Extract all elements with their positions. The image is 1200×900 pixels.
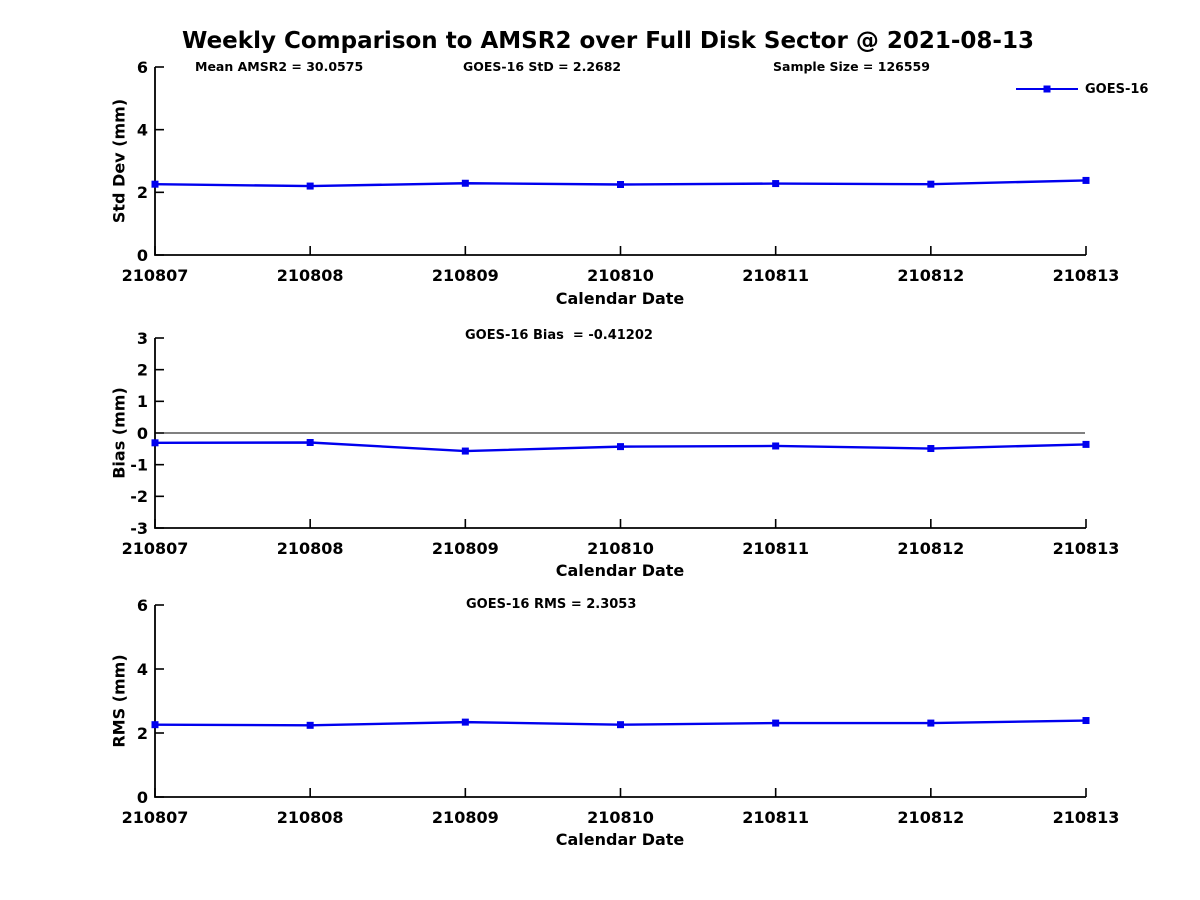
x-tick-label: 210812 [897, 266, 964, 285]
data-point-marker [927, 445, 935, 453]
data-point-marker [461, 179, 469, 187]
stat-sample-size: Sample Size = 126559 [773, 59, 930, 74]
y-tick-label: 2 [137, 360, 148, 379]
data-point-marker [617, 181, 624, 188]
data-point-marker [1082, 176, 1090, 184]
x-tick-label: 210810 [587, 266, 654, 285]
y-tick-label: 1 [137, 392, 148, 411]
axis-spines [154, 605, 1086, 798]
data-point-marker [1082, 717, 1090, 725]
data-point-marker [151, 439, 159, 447]
data-point-marker [617, 443, 624, 451]
x-tick-label: 210813 [1053, 266, 1120, 285]
y-tick-label: -3 [130, 519, 148, 538]
ylabel-rms: RMS (mm) [109, 654, 129, 748]
data-point-marker [772, 442, 780, 450]
x-tick-label: 210807 [122, 266, 189, 285]
data-point-marker [306, 439, 314, 446]
data-point-marker [927, 719, 935, 727]
x-tick-label: 210807 [122, 808, 189, 827]
legend-line-sample [1016, 85, 1078, 93]
xlabel-stddev: Calendar Date [555, 289, 685, 308]
x-tick-label: 210812 [897, 808, 964, 827]
xlabel-bias: Calendar Date [555, 561, 685, 580]
x-tick-label: 210808 [277, 539, 344, 558]
x-tick-label: 210809 [432, 539, 499, 558]
rms-subplot-title: GOES-16 RMS = 2.3053 [466, 597, 637, 612]
data-point-marker [927, 180, 935, 188]
subplot-rms: 0 2 4 6 210807 210808 210809 210810 210811 210812… [122, 596, 1120, 827]
x-tick-label: 210808 [277, 266, 344, 285]
ylabel-bias: Bias (mm) [109, 387, 129, 479]
stat-mean-amsr2: Mean AMSR2 = 30.0575 [195, 59, 364, 74]
x-tick-label: 210811 [742, 266, 809, 285]
y-tick-label: 0 [137, 246, 148, 265]
y-tick-label: 2 [137, 183, 148, 202]
subplot-std: 0 2 4 6 210807 210808 210809 210810 210811 210812… [122, 58, 1120, 285]
data-point-marker [151, 721, 159, 729]
data-point-marker [306, 182, 314, 190]
y-tick-label: 0 [137, 424, 148, 443]
legend-label: GOES-16 [1085, 81, 1149, 97]
y-tick-label: 6 [137, 596, 148, 615]
x-tick-label: 210809 [432, 266, 499, 285]
data-point-marker [151, 180, 159, 188]
x-tick-label: 210810 [587, 808, 654, 827]
data-point-marker [1082, 440, 1090, 448]
y-tick-label: 6 [137, 58, 148, 77]
bias-subplot-title: GOES-16 Bias = -0.41202 [465, 328, 653, 343]
x-tick-label: 210809 [432, 808, 499, 827]
x-tick-label: 210810 [587, 539, 654, 558]
y-tick-label: -1 [130, 455, 148, 474]
y-tick-label: 3 [137, 329, 148, 348]
y-tick-label: 2 [137, 724, 148, 743]
stat-goes16-std: GOES-16 StD = 2.2682 [463, 59, 622, 74]
y-tick-label: 0 [137, 788, 148, 807]
y-tick-label: -2 [130, 487, 148, 506]
ylabel-stddev: Std Dev (mm) [109, 98, 129, 224]
x-tick-label: 210812 [897, 539, 964, 558]
chart-title: Weekly Comparison to AMSR2 over Full Dis… [182, 28, 1034, 54]
subplot-bias: -3 -2 -1 0 1 2 3 210807 210808 210809 210810 210811… [122, 329, 1120, 558]
x-tick-label: 210813 [1053, 808, 1120, 827]
data-point-marker [306, 721, 314, 729]
data-point-marker [461, 718, 469, 726]
legend-square-marker-icon [1043, 85, 1051, 93]
xlabel-rms: Calendar Date [555, 830, 685, 849]
data-point-marker [461, 447, 469, 455]
y-tick-label: 4 [137, 120, 148, 139]
y-tick-label: 4 [137, 660, 148, 679]
legend: GOES-16 [1016, 81, 1148, 97]
data-point-marker [772, 719, 780, 727]
x-tick-label: 210807 [122, 539, 189, 558]
data-point-marker [617, 721, 624, 729]
data-point-marker [772, 180, 780, 188]
x-tick-label: 210811 [742, 539, 809, 558]
x-tick-label: 210808 [277, 808, 344, 827]
x-tick-label: 210811 [742, 808, 809, 827]
x-tick-label: 210813 [1053, 539, 1120, 558]
axis-spines [154, 67, 1086, 256]
